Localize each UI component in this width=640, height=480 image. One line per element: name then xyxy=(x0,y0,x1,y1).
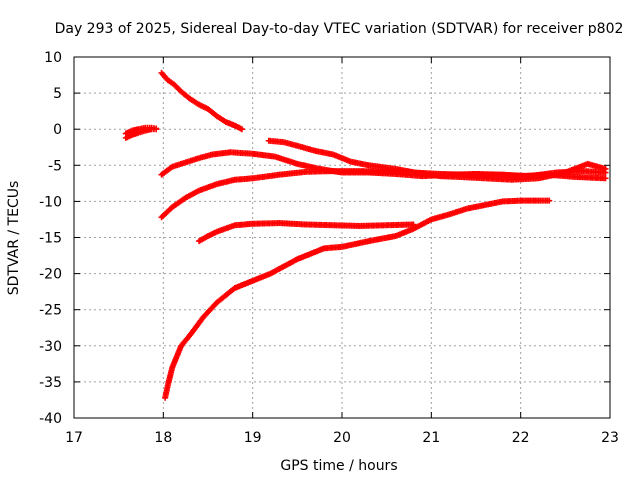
series-track-b xyxy=(122,124,160,137)
y-tick-label: 0 xyxy=(53,122,62,138)
plot-frame xyxy=(73,56,611,419)
x-tick-label: 20 xyxy=(333,430,351,446)
x-tick-label: 22 xyxy=(512,430,530,446)
x-tick-label: 19 xyxy=(244,430,262,446)
y-tick-label: -10 xyxy=(39,194,62,210)
x-axis-label: GPS time / hours xyxy=(280,458,397,474)
data-point xyxy=(602,165,609,172)
data-series xyxy=(122,69,609,401)
y-tick-label: -5 xyxy=(48,158,62,174)
x-tick-label: 17 xyxy=(65,430,83,446)
y-tick-label: -40 xyxy=(39,411,62,427)
series-track-h xyxy=(162,197,553,401)
y-tick-labels: -40 -35 -30 -25 -20 -15 -10 -5 0 5 10 xyxy=(39,50,62,427)
y-tick-label: -30 xyxy=(39,339,62,355)
series-track-c xyxy=(158,69,245,133)
x-tick-labels: 17 18 19 20 21 22 23 xyxy=(65,430,619,446)
y-tick-label: 10 xyxy=(44,50,62,66)
y-tick-label: -20 xyxy=(39,267,62,283)
y-tick-label: -15 xyxy=(39,231,62,247)
y-tick-label: -25 xyxy=(39,303,62,319)
y-tick-label: -35 xyxy=(39,375,62,391)
data-point xyxy=(153,125,160,132)
series-track-f xyxy=(265,137,609,183)
chart-title: Day 293 of 2025, Sidereal Day-to-day VTE… xyxy=(55,21,624,37)
series-track-g xyxy=(196,220,417,245)
data-point xyxy=(238,126,245,133)
grid xyxy=(74,57,610,418)
data-point xyxy=(546,197,553,204)
x-tick-label: 18 xyxy=(154,430,172,446)
x-tick-label: 23 xyxy=(601,430,619,446)
y-tick-label: 5 xyxy=(53,86,62,102)
y-axis-label: SDTVAR / TECUs xyxy=(6,181,22,296)
x-tick-label: 21 xyxy=(422,430,440,446)
data-point xyxy=(602,175,609,182)
